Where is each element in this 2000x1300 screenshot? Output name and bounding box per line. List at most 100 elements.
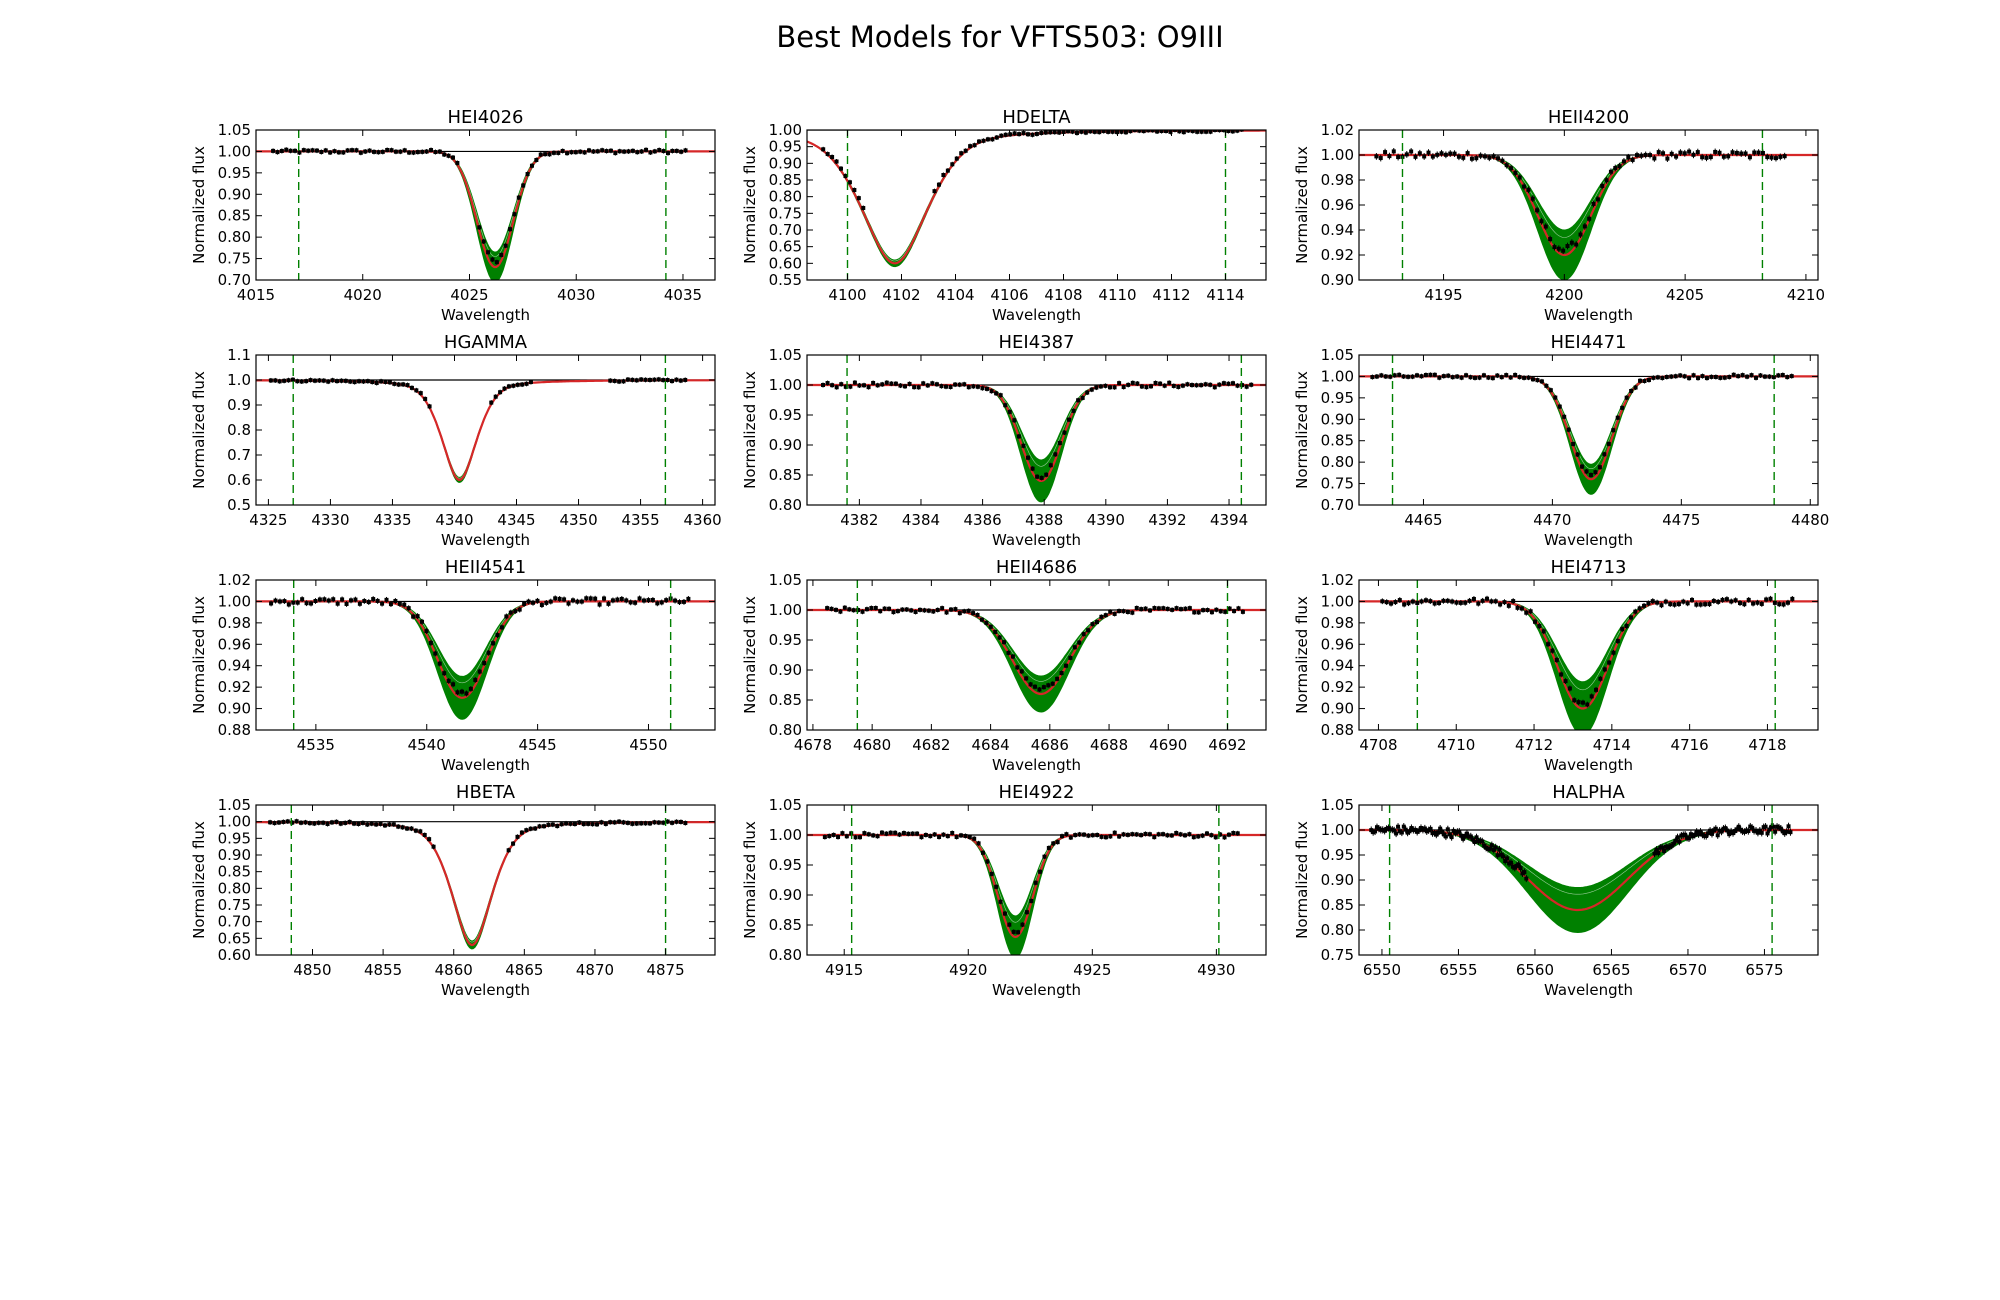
y-tick-label: 1.05 — [769, 346, 802, 364]
data-point — [415, 150, 420, 155]
data-point — [1383, 150, 1388, 155]
data-point — [1187, 606, 1192, 611]
data-point — [411, 150, 416, 155]
data-point — [1532, 619, 1537, 624]
x-tick-label: 4690 — [1149, 736, 1187, 754]
data-point — [380, 149, 385, 154]
data-point — [1707, 602, 1712, 607]
data-point — [383, 379, 388, 384]
data-point — [539, 603, 544, 608]
y-tick-label: 0.55 — [769, 271, 802, 289]
data-point — [1474, 156, 1479, 161]
data-point — [1682, 151, 1687, 156]
data-point — [1651, 375, 1656, 380]
data-point — [1687, 149, 1692, 154]
data-point — [599, 820, 604, 825]
data-point — [1419, 374, 1424, 379]
x-axis-label: Wavelength — [441, 756, 530, 774]
data-point — [371, 597, 376, 602]
data-point — [1638, 378, 1643, 383]
data-point — [1139, 607, 1144, 612]
data-point — [1046, 845, 1051, 850]
plot-area — [1359, 580, 1818, 730]
data-point — [1070, 130, 1075, 134]
data-point — [1050, 681, 1055, 686]
data-point — [1731, 831, 1736, 836]
data-point — [494, 260, 499, 265]
data-point — [1703, 602, 1708, 607]
data-point — [1580, 700, 1585, 705]
model-band — [256, 150, 715, 280]
data-point — [1588, 472, 1593, 477]
data-point — [1546, 642, 1551, 647]
data-point — [1016, 930, 1021, 935]
x-tick-label: 4684 — [972, 736, 1010, 754]
data-point — [1650, 599, 1655, 604]
data-point — [1387, 154, 1392, 159]
subplot-title: HEI4387 — [998, 332, 1074, 353]
x-tick-label: 4114 — [1206, 286, 1244, 304]
data-point — [893, 830, 898, 835]
data-point — [1637, 606, 1642, 611]
data-point — [1497, 847, 1502, 852]
data-point — [1754, 828, 1759, 833]
data-point — [414, 388, 419, 393]
x-tick-label: 4475 — [1662, 511, 1700, 529]
data-point — [1422, 154, 1427, 159]
observed-data — [271, 147, 688, 265]
data-point — [1593, 470, 1598, 475]
data-point — [1134, 832, 1139, 837]
data-point — [568, 821, 573, 826]
data-point — [1672, 602, 1677, 607]
data-point — [1410, 599, 1415, 604]
data-point — [873, 606, 878, 611]
data-point — [880, 382, 885, 387]
data-point — [273, 378, 278, 383]
data-point — [1012, 131, 1017, 136]
x-axis-label: Wavelength — [1544, 531, 1633, 549]
data-point — [957, 382, 962, 387]
data-point — [1092, 130, 1097, 134]
data-point — [1624, 624, 1629, 629]
data-point — [861, 205, 866, 210]
data-point — [486, 650, 491, 655]
data-point — [613, 151, 618, 156]
data-point — [860, 609, 865, 614]
data-point — [1165, 606, 1170, 611]
data-point — [1209, 610, 1214, 615]
data-point — [1117, 609, 1122, 614]
data-point — [581, 822, 586, 827]
data-point — [1746, 829, 1751, 834]
y-tick-label: 0.98 — [1321, 614, 1354, 632]
data-point — [1789, 374, 1794, 379]
data-point — [856, 196, 861, 201]
x-tick-label: 4200 — [1545, 286, 1583, 304]
data-point — [504, 614, 509, 619]
data-point — [674, 377, 679, 382]
data-point — [1204, 831, 1209, 836]
data-point — [1055, 840, 1060, 845]
data-point — [634, 378, 639, 383]
data-point — [1244, 384, 1249, 389]
data-point — [379, 379, 384, 384]
data-point — [1026, 455, 1031, 460]
data-point — [959, 151, 964, 156]
data-point — [1141, 130, 1146, 134]
subplot-title: HDELTA — [1002, 107, 1071, 128]
data-point — [357, 601, 362, 606]
data-point — [409, 826, 414, 831]
data-point — [612, 378, 617, 383]
model-band — [256, 821, 715, 950]
data-point — [1717, 150, 1722, 155]
data-point — [1502, 600, 1507, 605]
y-tick-label: 1.1 — [227, 346, 251, 364]
data-point — [1522, 184, 1527, 189]
data-point — [1200, 833, 1205, 838]
data-point — [856, 608, 861, 613]
model-band — [1359, 600, 1818, 730]
data-point — [1218, 832, 1223, 837]
data-point — [317, 597, 322, 602]
data-point — [1230, 130, 1235, 134]
model-band — [807, 384, 1266, 503]
data-point — [630, 377, 635, 382]
